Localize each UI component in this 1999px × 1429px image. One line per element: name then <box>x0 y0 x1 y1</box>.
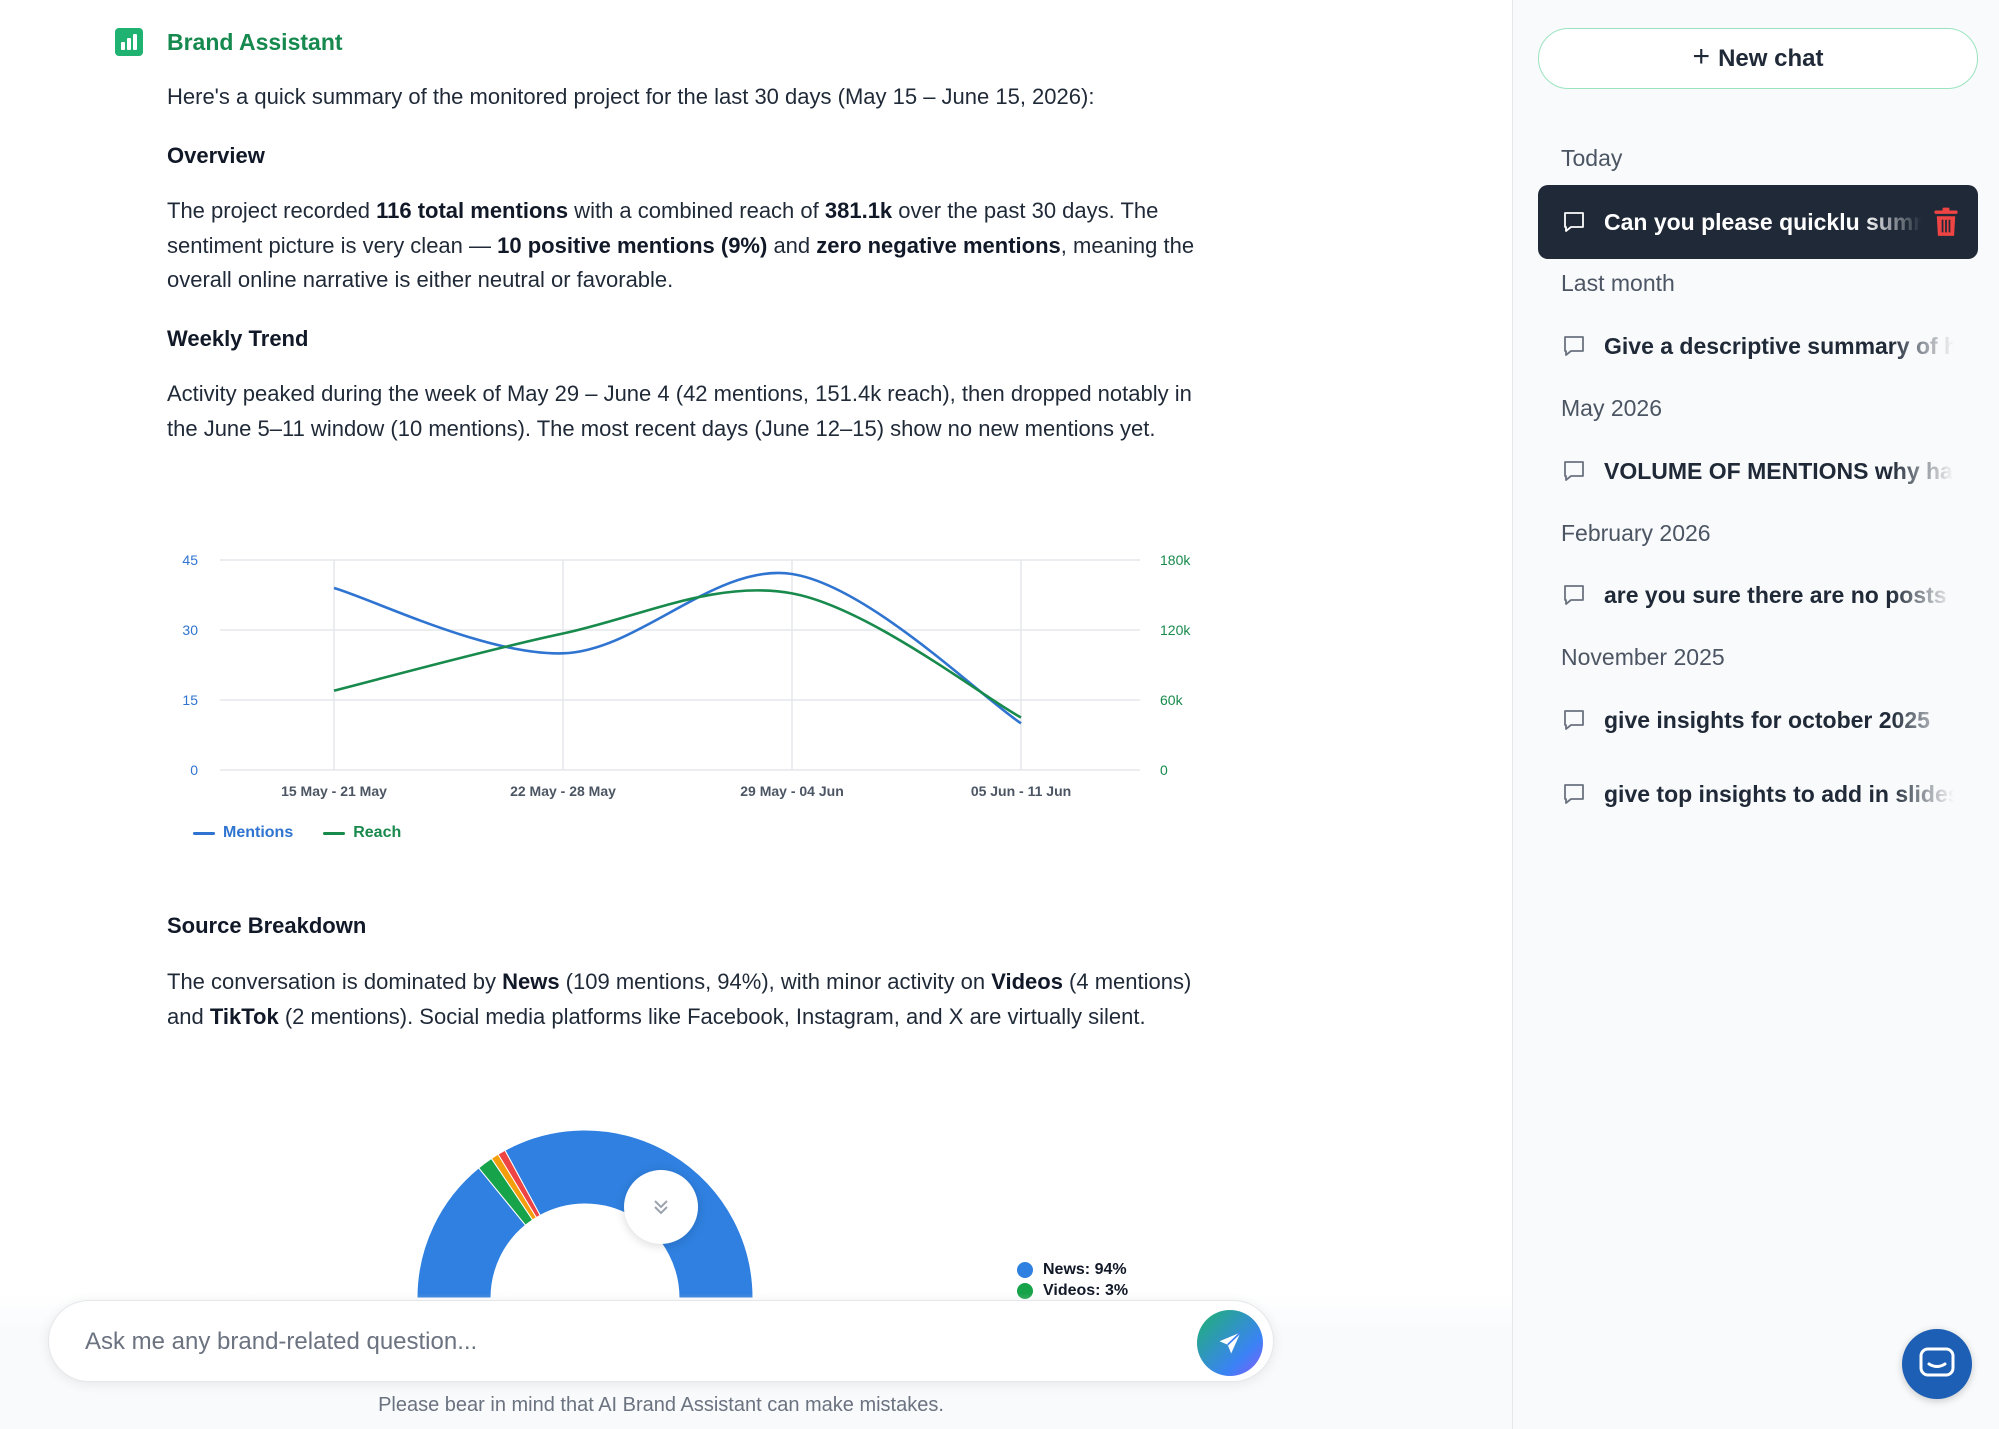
group-label-may-2026: May 2026 <box>1561 395 1663 421</box>
assistant-header: Brand Assistant <box>115 28 343 56</box>
message-icon <box>1919 1347 1955 1377</box>
new-chat-label: New chat <box>1718 44 1824 72</box>
x-tick-label: 05 Jun - 11 Jun <box>971 783 1071 799</box>
y-right-tick-label: 60k <box>1160 692 1184 708</box>
legend-item-reach[interactable]: Reach <box>323 824 401 842</box>
y-left-tick-label: 0 <box>190 762 198 778</box>
chat-history-title: Give a descriptive summary of h <box>1604 332 1954 359</box>
support-chat-button[interactable] <box>1902 1329 1972 1399</box>
chat-bubble-icon <box>1564 710 1584 730</box>
chat-history-item[interactable]: VOLUME OF MENTIONS why has <box>1538 434 1978 508</box>
assistant-name: Brand Assistant <box>167 28 343 55</box>
source-donut-chart <box>416 1129 754 1298</box>
mentions-reach-line-chart: 0 0 15 60k 30 120k 45 180k 15 May - 21 May 22 May… <box>182 552 1191 799</box>
chat-history-item[interactable]: give top insights to add in slides <box>1538 757 1978 831</box>
y-left-tick-label: 15 <box>182 692 198 708</box>
x-tick-label: 29 May - 04 Jun <box>740 783 844 799</box>
donut-legend-item-news[interactable]: News: 94% <box>1017 1259 1128 1280</box>
line-chart-legend: Mentions Reach <box>193 824 401 842</box>
chat-input[interactable] <box>85 1321 1165 1363</box>
plus-icon: + <box>1692 40 1711 73</box>
y-left-tick-label: 30 <box>182 622 198 638</box>
chat-history-item-active[interactable]: Can you please quicklu summarize <box>1538 185 1978 259</box>
group-label-last-month: Last month <box>1561 270 1675 296</box>
overview-paragraph: The project recorded 116 total mentions … <box>167 198 1195 292</box>
group-label-february-2026: February 2026 <box>1561 520 1711 546</box>
chat-history-title: give insights for october 2025 <box>1604 706 1930 733</box>
x-tick-label: 15 May - 21 May <box>281 783 387 799</box>
y-right-tick-label: 0 <box>1160 762 1168 778</box>
plot-area <box>220 560 1140 770</box>
chat-history-title: are you sure there are no posts <box>1604 581 1947 608</box>
chat-bubble-icon <box>1564 784 1584 804</box>
chat-history-title: VOLUME OF MENTIONS why has <box>1604 457 1954 484</box>
weekly-trend-heading: Weekly Trend <box>167 326 309 351</box>
bar-chart-icon <box>115 28 143 56</box>
send-button[interactable] <box>1197 1310 1263 1376</box>
donut-legend-label-news: News: 94% <box>1043 1261 1127 1278</box>
chevrons-down-icon <box>654 1200 668 1215</box>
y-left-tick-label: 45 <box>182 552 198 568</box>
chat-bubble-icon <box>1564 212 1584 232</box>
legend-label-reach: Reach <box>353 824 402 841</box>
chat-history-item[interactable]: give insights for october 2025 <box>1538 683 1978 757</box>
chat-bubble-icon <box>1564 336 1584 356</box>
chat-input-box <box>48 1300 1274 1382</box>
chat-history-title: Can you please quicklu summarize <box>1604 208 1922 235</box>
group-label-november-2025: November 2025 <box>1561 644 1725 670</box>
chat-main: Brand Assistant Here's a quick summary o… <box>0 28 1512 1429</box>
legend-item-mentions[interactable]: Mentions <box>193 824 293 842</box>
weekly-trend-paragraph: Activity peaked during the week of May 2… <box>167 381 1192 441</box>
y-right-tick-label: 180k <box>1160 552 1191 568</box>
source-breakdown-heading: Source Breakdown <box>167 913 367 938</box>
chat-history-sidebar: + New chat Today Can you please quicklu … <box>1512 0 1999 1429</box>
chat-bubble-icon <box>1564 461 1584 481</box>
chat-history-title: give top insights to add in slides <box>1604 780 1954 807</box>
chat-bubble-icon <box>1564 585 1584 605</box>
chat-history-item[interactable]: Give a descriptive summary of h <box>1538 309 1978 383</box>
source-breakdown-paragraph: The conversation is dominated by News (1… <box>167 969 1192 1029</box>
legend-label-mentions: Mentions <box>223 824 294 841</box>
message-intro: Here's a quick summary of the monitored … <box>167 84 1095 109</box>
x-tick-label: 22 May - 28 May <box>510 783 616 799</box>
legend-dot-news <box>1017 1261 1033 1278</box>
scroll-to-bottom-button[interactable] <box>624 1170 698 1244</box>
trash-icon[interactable] <box>1932 207 1960 237</box>
new-chat-button[interactable]: + New chat <box>1538 28 1978 89</box>
y-right-tick-label: 120k <box>1160 622 1191 638</box>
chat-history-item[interactable]: are you sure there are no posts <box>1538 558 1978 632</box>
series-line-reach <box>333 589 1022 719</box>
legend-swatch-mentions <box>193 831 215 835</box>
legend-swatch-reach <box>323 831 346 835</box>
overview-heading: Overview <box>167 143 265 168</box>
series-line-mentions <box>333 571 1022 725</box>
disclaimer-text: Please bear in mind that AI Brand Assist… <box>378 1394 944 1416</box>
send-icon <box>1219 1331 1242 1354</box>
group-label-today: Today <box>1561 145 1623 171</box>
